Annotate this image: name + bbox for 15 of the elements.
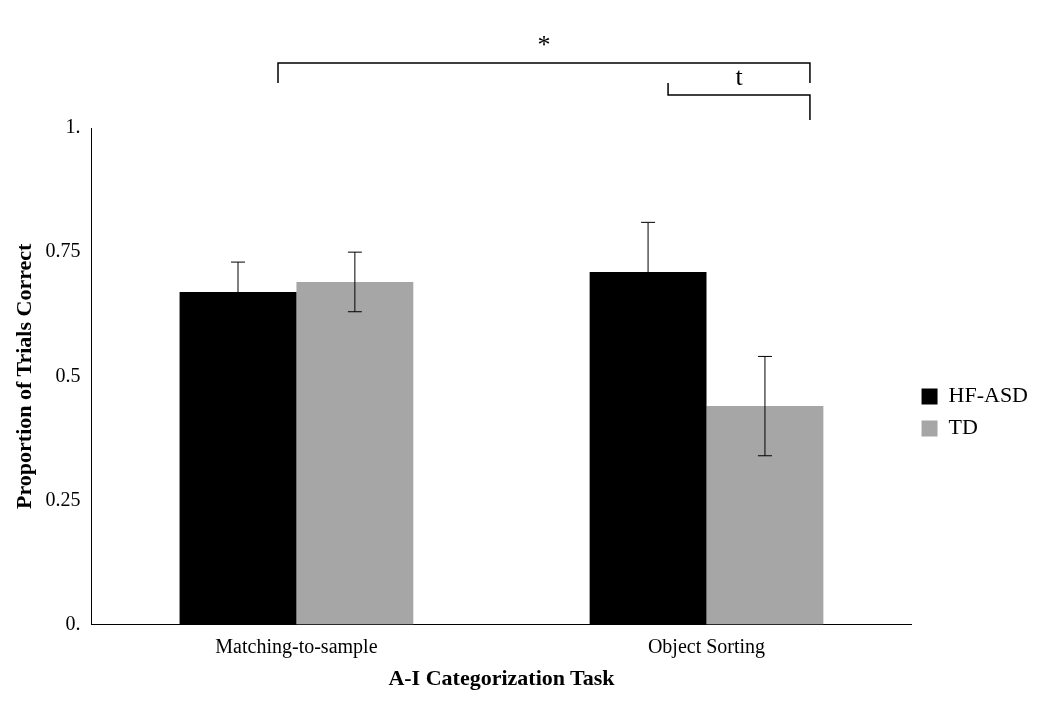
- bar: [296, 281, 414, 625]
- bar: [706, 406, 824, 625]
- y-axis-title: Proportion of Trials Correct: [10, 242, 36, 509]
- text: t: [735, 61, 744, 91]
- legend-label: TD: [948, 414, 978, 440]
- x-tick-label: Object Sorting: [647, 634, 766, 658]
- legend-label: HF-ASD: [948, 382, 1029, 408]
- y-tick-label: 0.: [65, 611, 81, 634]
- y-tick-label: 0.75: [45, 239, 81, 262]
- x-tick-label: Matching-to-sample: [215, 634, 378, 658]
- y-tick-label: 0.25: [45, 487, 81, 510]
- y-tick-label: 1.: [65, 115, 81, 138]
- y-tick-label: 0.5: [55, 363, 81, 386]
- x-axis-title: A-I Categorization Task: [388, 665, 616, 691]
- text: *: [537, 29, 551, 59]
